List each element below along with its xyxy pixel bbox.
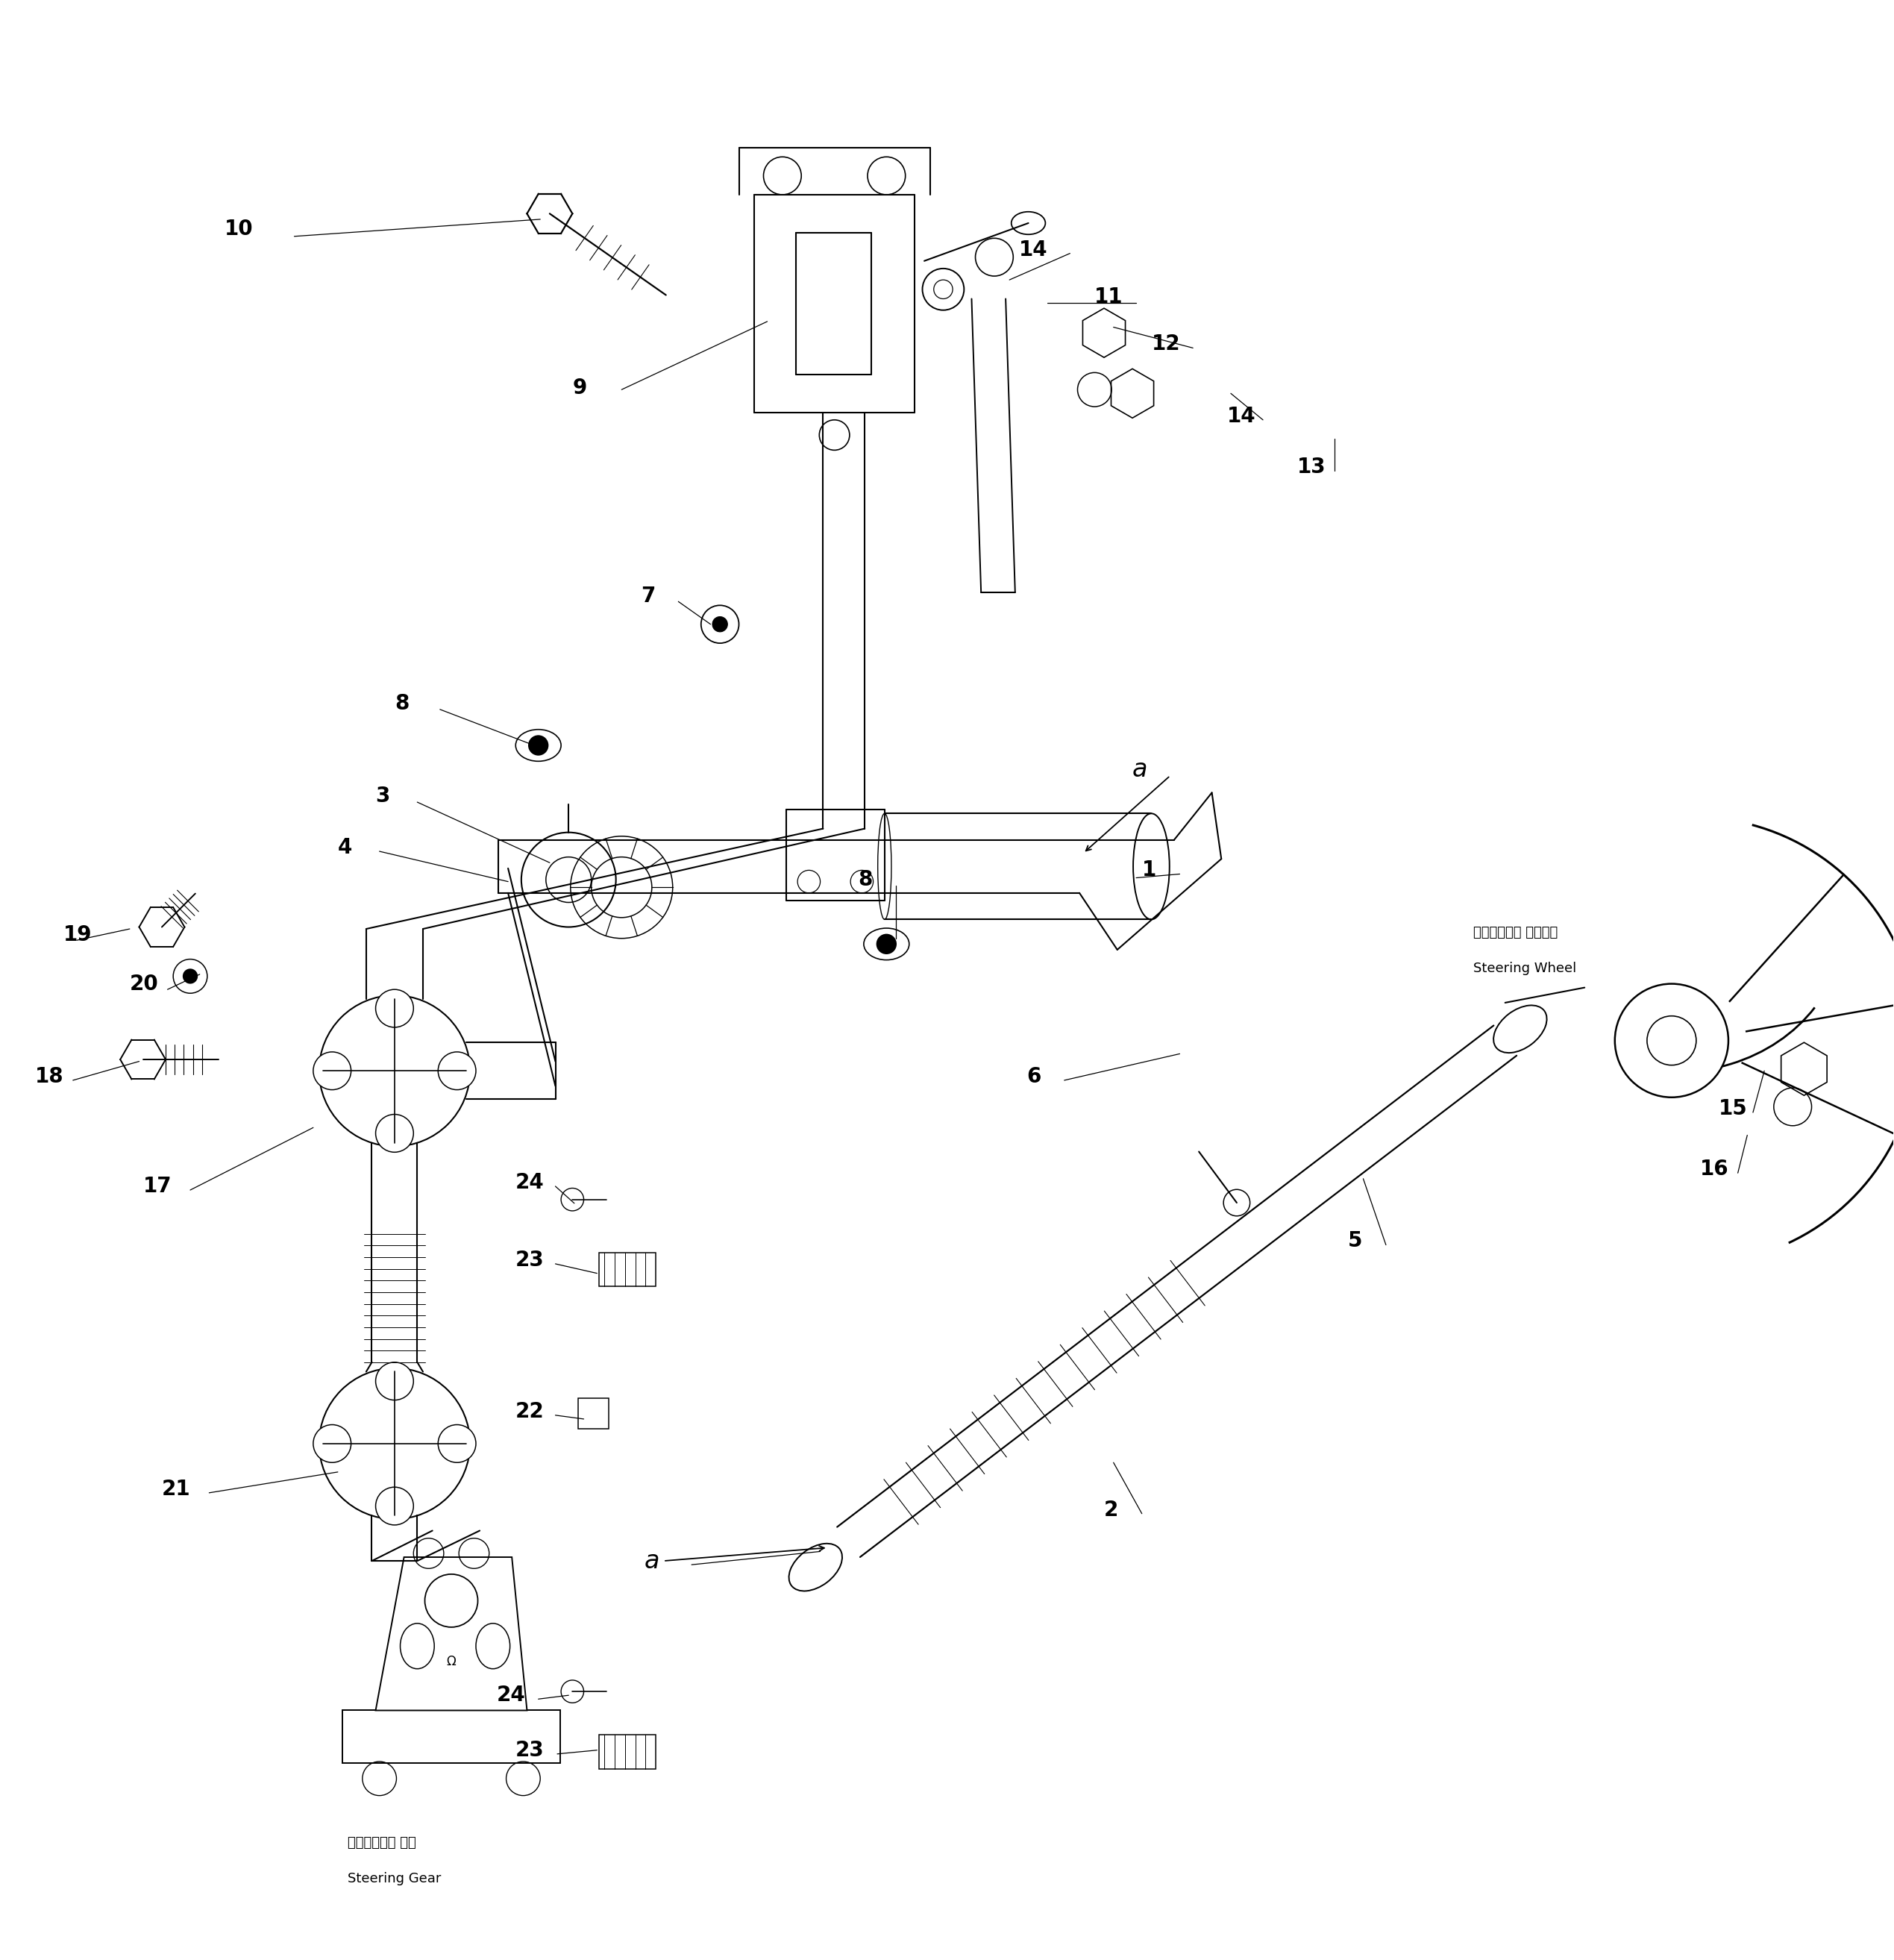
Text: 16: 16 (1701, 1158, 1729, 1180)
Text: 19: 19 (64, 925, 93, 945)
Bar (578, 1397, 608, 1429)
Text: 9: 9 (572, 376, 587, 398)
Text: 5: 5 (1349, 1231, 1362, 1252)
Text: 1: 1 (1142, 860, 1155, 880)
Ellipse shape (1494, 1005, 1547, 1053)
Text: 23: 23 (515, 1250, 545, 1270)
Text: 20: 20 (129, 974, 159, 994)
Circle shape (561, 1188, 583, 1211)
Text: 12: 12 (1152, 333, 1180, 355)
Text: 4: 4 (337, 837, 352, 858)
Text: 24: 24 (515, 1172, 545, 1194)
Polygon shape (599, 1735, 655, 1770)
Circle shape (877, 933, 896, 955)
Text: Steering Gear: Steering Gear (347, 1872, 441, 1886)
Polygon shape (599, 1252, 655, 1286)
Text: 10: 10 (223, 218, 254, 239)
Circle shape (1616, 984, 1729, 1098)
Circle shape (712, 617, 727, 631)
Text: 7: 7 (640, 586, 655, 606)
Circle shape (375, 1488, 413, 1525)
Text: Ω: Ω (447, 1654, 456, 1668)
Text: 21: 21 (161, 1478, 191, 1499)
Ellipse shape (877, 813, 892, 919)
Circle shape (438, 1425, 475, 1462)
Circle shape (561, 1680, 583, 1703)
Bar (343, 1711, 561, 1764)
Circle shape (438, 1053, 475, 1090)
Text: 8: 8 (858, 870, 873, 890)
Ellipse shape (521, 833, 616, 927)
Text: ステアリング ギア: ステアリング ギア (347, 1837, 415, 1850)
Text: a: a (1133, 759, 1148, 782)
Text: ステアリング ホィール: ステアリング ホィール (1474, 925, 1557, 939)
Ellipse shape (1133, 813, 1169, 919)
Text: 22: 22 (515, 1401, 545, 1421)
Text: 8: 8 (394, 694, 409, 713)
Text: 24: 24 (496, 1686, 527, 1705)
Ellipse shape (318, 1368, 470, 1519)
Circle shape (375, 1115, 413, 1152)
Circle shape (182, 968, 197, 984)
Text: a: a (644, 1548, 659, 1574)
Circle shape (375, 1362, 413, 1399)
Polygon shape (375, 1556, 527, 1711)
Text: 13: 13 (1297, 457, 1326, 478)
Text: 14: 14 (1019, 239, 1047, 261)
Text: 18: 18 (36, 1066, 64, 1088)
Text: 23: 23 (515, 1740, 545, 1760)
Circle shape (313, 1053, 350, 1090)
Text: 11: 11 (1095, 286, 1123, 308)
Text: 2: 2 (1104, 1499, 1119, 1521)
Text: 15: 15 (1720, 1098, 1748, 1119)
Text: 3: 3 (375, 786, 390, 808)
Text: 14: 14 (1227, 406, 1256, 427)
Ellipse shape (318, 996, 470, 1147)
Circle shape (528, 735, 549, 755)
Circle shape (313, 1425, 350, 1462)
Text: Steering Wheel: Steering Wheel (1474, 962, 1576, 976)
Text: 6: 6 (1027, 1066, 1042, 1088)
Text: 17: 17 (142, 1176, 172, 1198)
Ellipse shape (790, 1544, 843, 1592)
Circle shape (375, 990, 413, 1027)
